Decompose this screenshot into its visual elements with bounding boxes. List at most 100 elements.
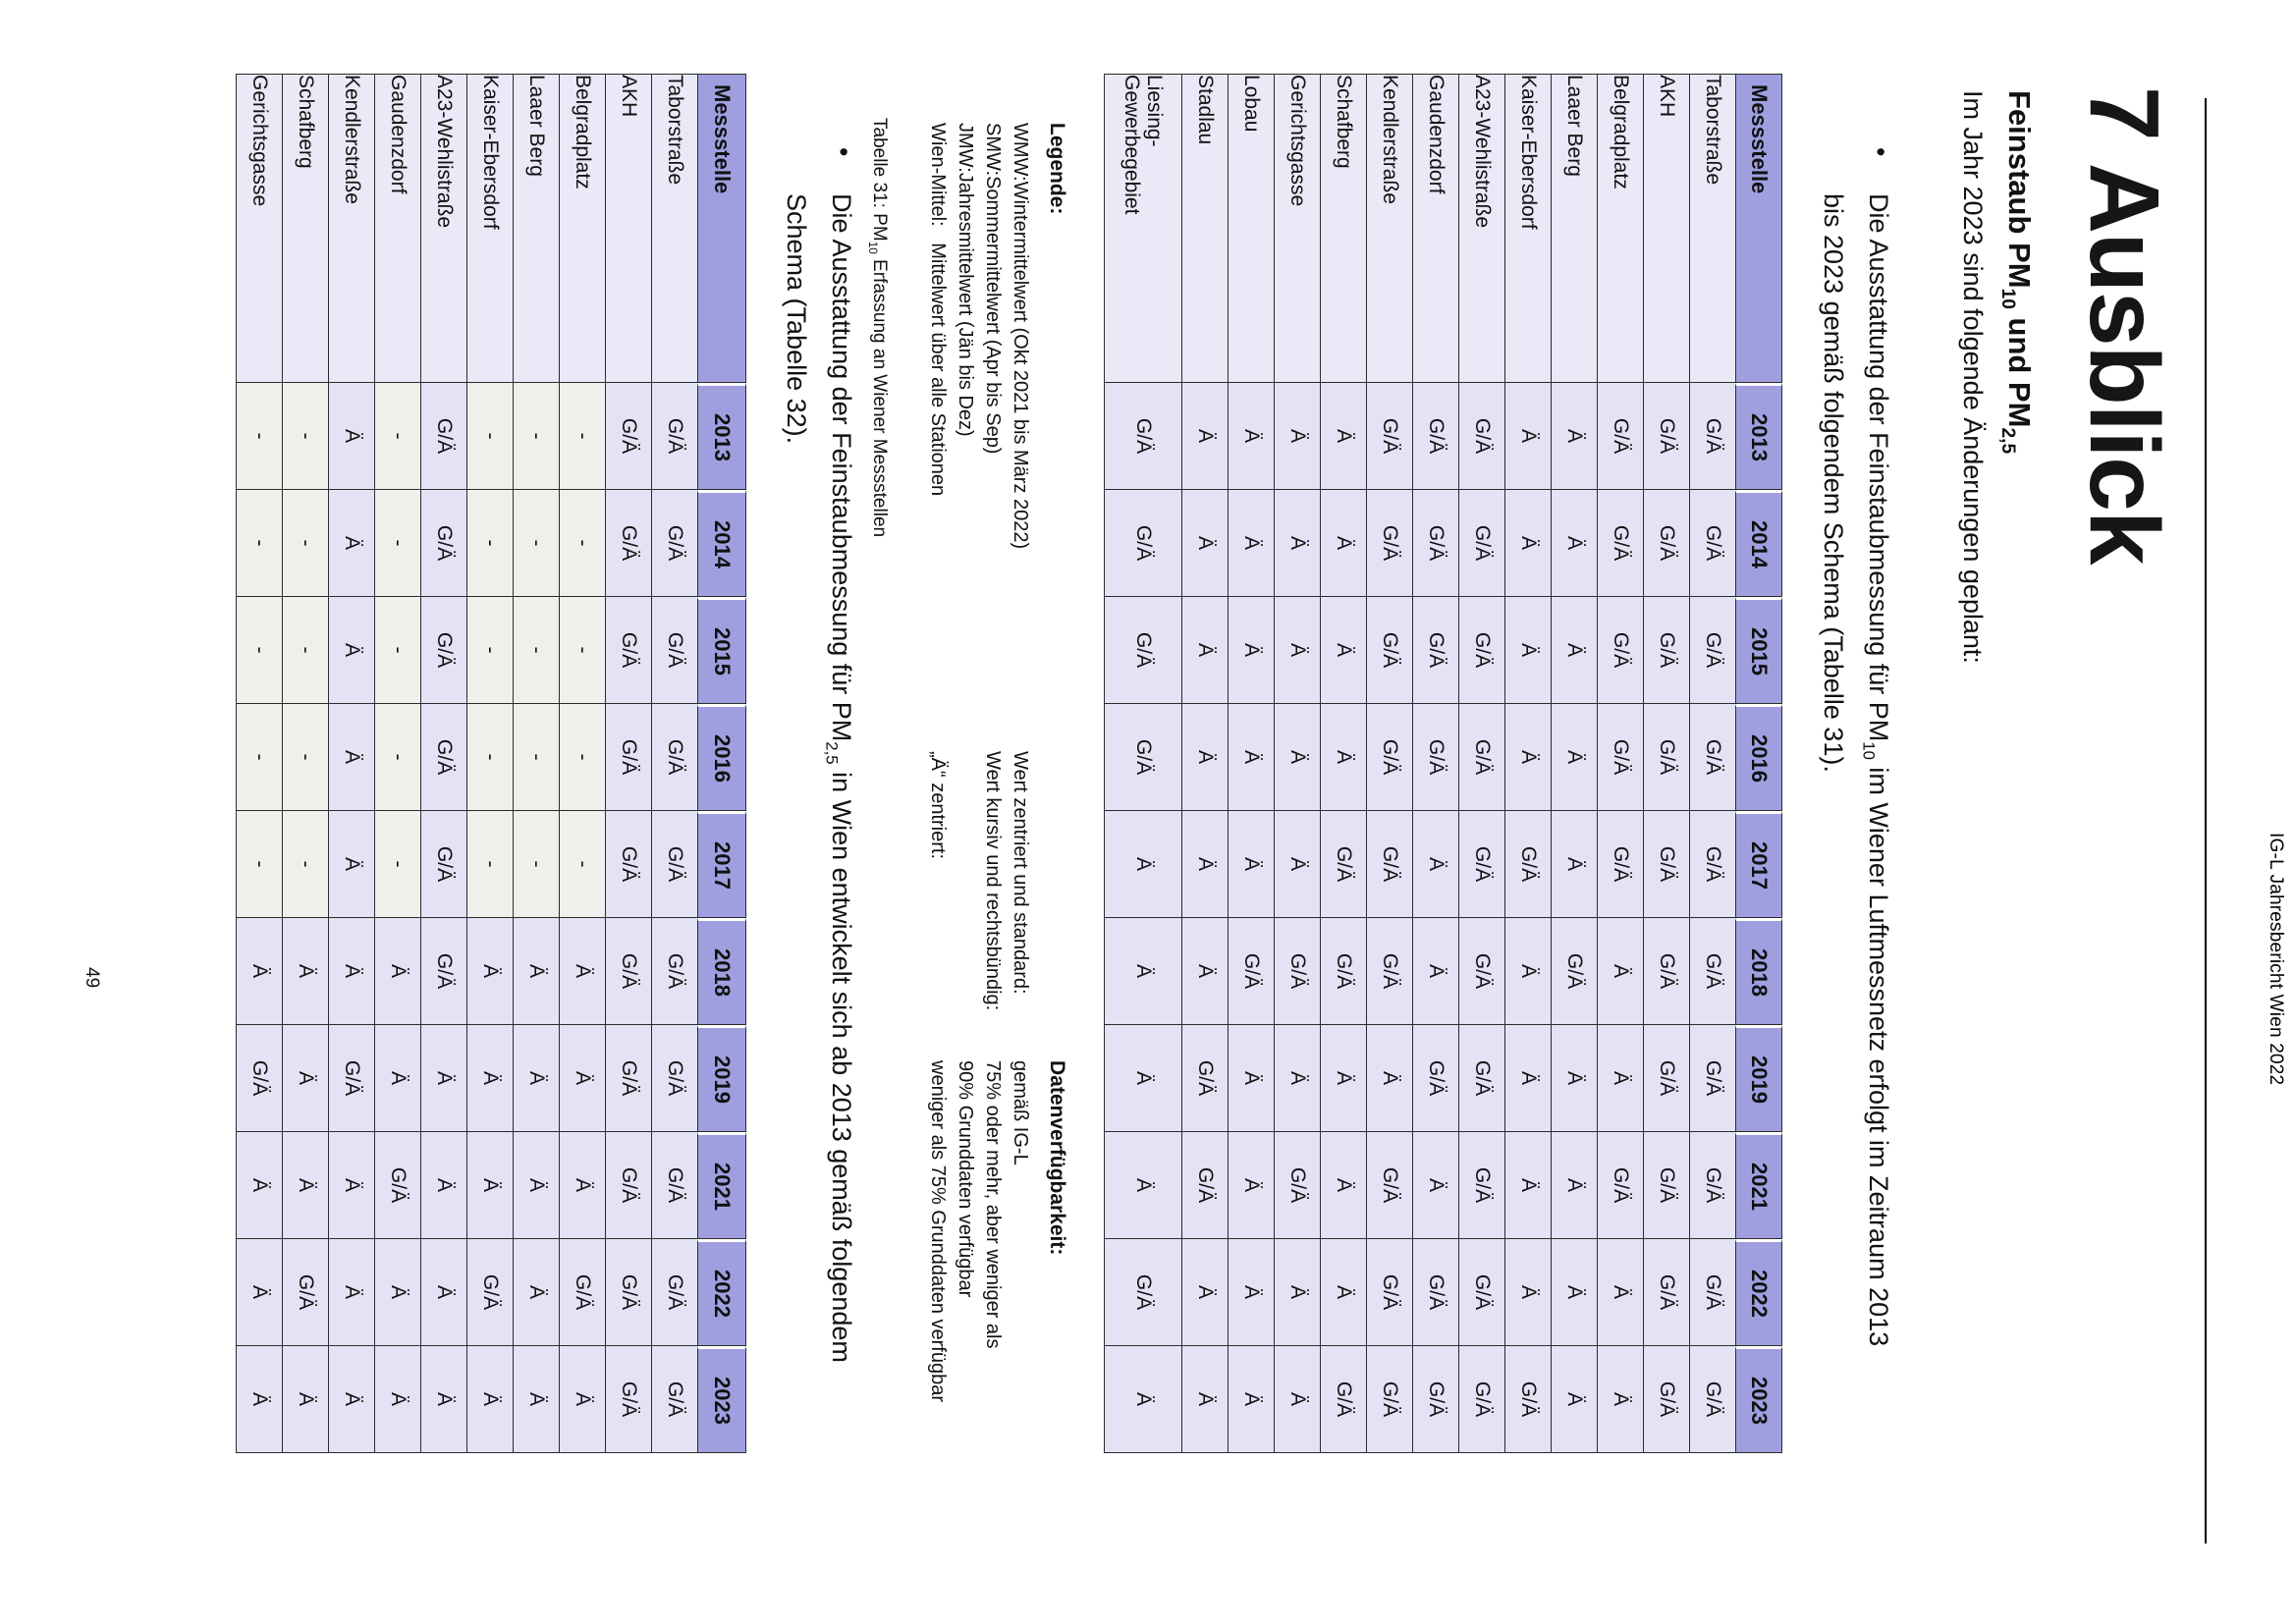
value-cell: G/Ä	[1597, 811, 1643, 918]
value-cell: Ä	[466, 1132, 513, 1239]
column-header-messstelle: Messstelle	[1735, 74, 1782, 383]
value-cell: -	[513, 597, 559, 704]
table-row: Lobau Ä Ä Ä Ä Ä G/Ä Ä Ä Ä Ä	[1228, 74, 1274, 1453]
value-cell: G/Ä	[1412, 1025, 1458, 1132]
bullet1-line1: Die Ausstattung der Feinstaubmessung für…	[1859, 193, 1893, 1347]
table-row: Gaudenzdorf G/Ä G/Ä G/Ä G/Ä Ä Ä G/Ä Ä G/Ä G/Ä	[1412, 74, 1458, 1453]
value-cell: G/Ä	[1458, 811, 1504, 918]
value-cell: G/Ä	[1643, 383, 1689, 490]
value-cell: Ä	[374, 918, 420, 1025]
value-cell: -	[236, 383, 282, 490]
table-row: Kaiser-Ebersdorf - - - - - Ä Ä Ä G/Ä Ä	[466, 74, 513, 1453]
value-cell: G/Ä	[1366, 1346, 1412, 1453]
station-name-cell: Kaiser-Ebersdorf	[1504, 74, 1551, 383]
year-header: 2014	[1735, 490, 1782, 597]
value-cell: Ä	[1181, 811, 1228, 918]
value-cell: Ä	[1551, 1346, 1597, 1453]
value-cell: G/Ä	[1504, 1346, 1551, 1453]
value-cell: Ä	[1228, 1025, 1274, 1132]
table-row: Taborstraße G/Ä G/Ä G/Ä G/Ä G/Ä G/Ä G/Ä G/Ä G/Ä G/…	[651, 74, 697, 1453]
value-cell: Ä	[1597, 1239, 1643, 1346]
value-cell: Ä	[420, 1132, 466, 1239]
value-cell: Ä	[282, 1132, 328, 1239]
table-row: Belgradplatz G/Ä G/Ä G/Ä G/Ä G/Ä Ä Ä G/Ä Ä Ä	[1597, 74, 1643, 1453]
value-cell: G/Ä	[651, 1346, 697, 1453]
year-header: 2022	[697, 1239, 746, 1346]
value-cell: Ä	[1228, 811, 1274, 918]
value-cell: Ä	[1551, 704, 1597, 811]
bullet2-marker: •	[829, 147, 858, 157]
value-cell: G/Ä	[651, 918, 697, 1025]
value-cell: G/Ä	[605, 383, 651, 490]
year-header: 2016	[697, 704, 746, 811]
value-cell: Ä	[513, 918, 559, 1025]
value-cell: -	[466, 597, 513, 704]
value-cell: G/Ä	[1689, 1132, 1735, 1239]
value-cell: Ä	[1551, 1025, 1597, 1132]
year-header: 2014	[697, 490, 746, 597]
station-name-cell: Laaer Berg	[513, 74, 559, 383]
value-cell: G/Ä	[420, 597, 466, 704]
value-cell: Ä	[1551, 597, 1597, 704]
table-row: Taborstraße G/Ä G/Ä G/Ä G/Ä G/Ä G/Ä G/Ä G/Ä G/Ä G/…	[1689, 74, 1735, 1453]
year-header: 2016	[1735, 704, 1782, 811]
value-cell: Ä	[420, 1346, 466, 1453]
value-cell: Ä	[1504, 1239, 1551, 1346]
value-cell: -	[513, 811, 559, 918]
table-row: Stadlau Ä Ä Ä Ä Ä Ä G/Ä G/Ä Ä Ä	[1181, 74, 1228, 1453]
value-cell: Ä	[1504, 704, 1551, 811]
value-cell: Ä	[1274, 704, 1320, 811]
value-cell: G/Ä	[651, 490, 697, 597]
value-cell: G/Ä	[1366, 1132, 1412, 1239]
value-cell: Ä	[328, 918, 374, 1025]
value-cell: -	[282, 704, 328, 811]
value-cell: Ä	[1104, 1132, 1181, 1239]
value-cell: Ä	[374, 1346, 420, 1453]
value-cell: G/Ä	[1320, 918, 1366, 1025]
value-cell: G/Ä	[1643, 811, 1689, 918]
page-title: 7 Ausblick	[2069, 86, 2179, 565]
bullet1-line2: bis 2023 gemäß folgendem Schema (Tabelle…	[1819, 193, 1848, 773]
value-cell: -	[374, 490, 420, 597]
year-header: 2015	[1735, 597, 1782, 704]
station-name-cell: Gaudenzdorf	[374, 74, 420, 383]
value-cell: Ä	[1274, 1025, 1320, 1132]
value-cell: G/Ä	[651, 597, 697, 704]
station-name-cell: Laaer Berg	[1551, 74, 1597, 383]
value-cell: G/Ä	[1458, 490, 1504, 597]
table-row: Kaiser-Ebersdorf Ä Ä Ä Ä G/Ä Ä Ä Ä Ä G/Ä	[1504, 74, 1551, 1453]
value-cell: G/Ä	[605, 1132, 651, 1239]
value-cell: Ä	[1274, 1346, 1320, 1453]
table-row: Belgradplatz - - - - - Ä Ä Ä G/Ä Ä	[559, 74, 605, 1453]
value-cell: G/Ä	[1458, 383, 1504, 490]
value-cell: -	[513, 704, 559, 811]
value-cell: Ä	[1320, 383, 1366, 490]
value-cell: G/Ä	[1689, 918, 1735, 1025]
value-cell: G/Ä	[1597, 597, 1643, 704]
value-cell: G/Ä	[1104, 383, 1181, 490]
value-cell: -	[236, 811, 282, 918]
value-cell: Ä	[1104, 811, 1181, 918]
value-cell: G/Ä	[1412, 383, 1458, 490]
value-cell: G/Ä	[559, 1239, 605, 1346]
value-cell: G/Ä	[1458, 1025, 1504, 1132]
value-cell: Ä	[1412, 1132, 1458, 1239]
value-cell: Ä	[1104, 918, 1181, 1025]
value-cell: G/Ä	[420, 704, 466, 811]
value-cell: G/Ä	[1181, 1132, 1228, 1239]
value-cell: G/Ä	[605, 918, 651, 1025]
value-cell: G/Ä	[1412, 704, 1458, 811]
year-header: 2018	[697, 918, 746, 1025]
value-cell: Ä	[513, 1239, 559, 1346]
value-cell: Ä	[236, 918, 282, 1025]
table-header-row: Messstelle 2013 2014 2015 2016 2017 2018 2019 20…	[697, 74, 746, 1453]
station-name-cell: Kendlerstraße	[1366, 74, 1412, 383]
value-cell: -	[282, 597, 328, 704]
value-cell: G/Ä	[1597, 1132, 1643, 1239]
value-cell: G/Ä	[1689, 383, 1735, 490]
station-name-cell: Schafberg	[1320, 74, 1366, 383]
value-cell: -	[466, 383, 513, 490]
table-row: Gerichtsgasse Ä Ä Ä Ä Ä G/Ä Ä G/Ä Ä Ä	[1274, 74, 1320, 1453]
